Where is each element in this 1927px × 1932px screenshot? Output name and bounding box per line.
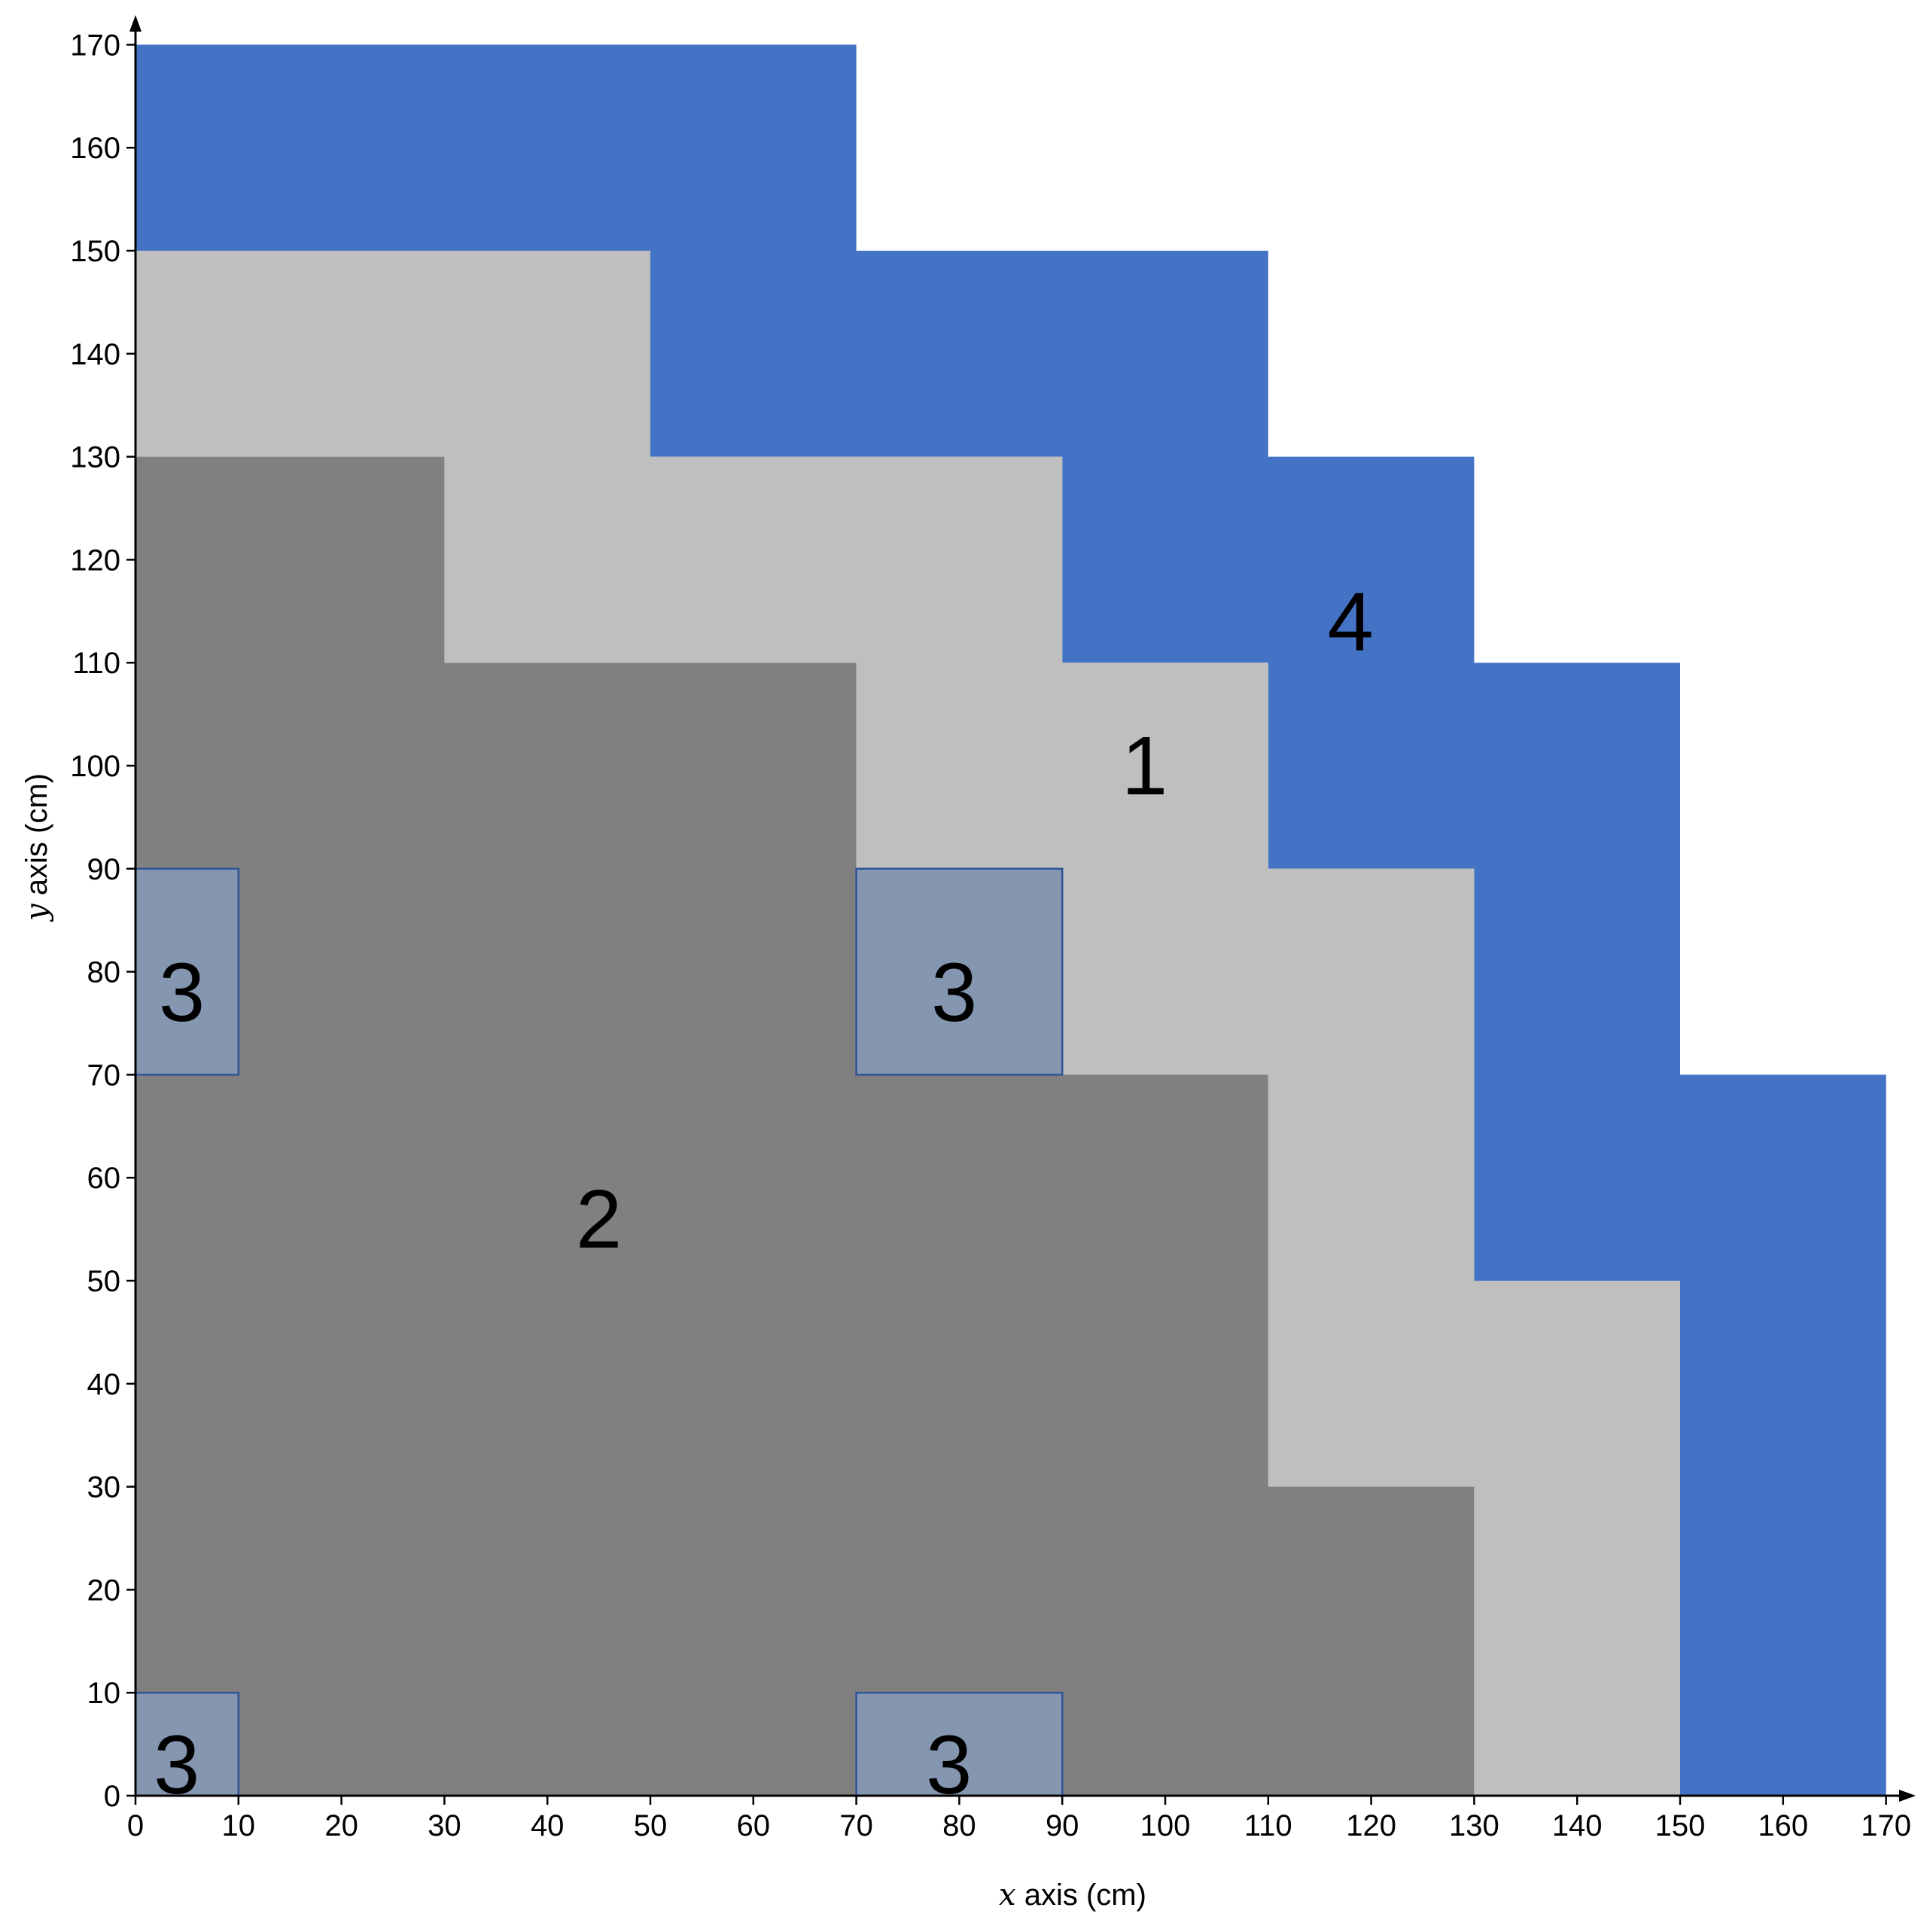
x-tick-label: 90: [1046, 1809, 1079, 1842]
region-1-area: [135, 251, 1680, 1796]
y-tick-label: 100: [70, 750, 120, 783]
region-4-area: [135, 44, 1886, 1796]
x-tick-label: 20: [324, 1809, 358, 1842]
x-tick-label: 110: [1244, 1809, 1292, 1842]
region-3-label-4: 3: [926, 1719, 972, 1812]
region-4-label: 4: [1328, 575, 1374, 668]
y-tick-label: 60: [87, 1162, 121, 1195]
x-tick-label: 80: [942, 1809, 976, 1842]
regions-layer: [134, 44, 1886, 1797]
region-2-area: [135, 456, 1475, 1796]
y-tick-label: 0: [104, 1780, 120, 1813]
x-tick-label: 50: [634, 1809, 668, 1842]
y-tick-label: 170: [70, 29, 120, 62]
x-axis-arrow: [1899, 1790, 1916, 1802]
region-1-label: 1: [1122, 720, 1167, 812]
x-tick-label: 70: [839, 1809, 873, 1842]
y-tick-label: 10: [87, 1677, 121, 1710]
region-3-box-4: [855, 1691, 1064, 1797]
region-3-label-1: 3: [159, 946, 205, 1039]
x-tick-label: 60: [737, 1809, 771, 1842]
y-tick-label: 50: [87, 1265, 121, 1298]
y-tick-label: 20: [87, 1574, 121, 1607]
y-axis-title: y axis (cm): [20, 773, 54, 922]
axes-layer: 0 10 20 30 40 50 60 70 80 90 100 110 120 130 140 150 160…: [70, 15, 1916, 1842]
region-2-label: 2: [576, 1173, 622, 1266]
x-tick-label: 170: [1861, 1809, 1911, 1842]
y-tick-label: 70: [87, 1059, 121, 1092]
y-tick-label: 110: [72, 647, 120, 680]
x-tick-label: 160: [1758, 1809, 1808, 1842]
region-3-label-3: 3: [154, 1719, 199, 1812]
x-tick-label: 130: [1449, 1809, 1499, 1842]
y-tick-label: 150: [70, 235, 120, 268]
region-3-box-3: [134, 1691, 240, 1797]
x-axis-title: x axis (cm): [999, 1878, 1146, 1912]
x-tick-label: 140: [1552, 1809, 1603, 1842]
x-tick-label: 40: [531, 1809, 565, 1842]
region-3-box-2: [855, 867, 1064, 1076]
x-tick-label: 0: [127, 1809, 144, 1842]
x-tick-label: 30: [428, 1809, 461, 1842]
y-tick-label: 80: [87, 956, 121, 989]
y-tick-label: 30: [87, 1471, 121, 1504]
x-tick-label: 10: [222, 1809, 256, 1842]
y-tick-label: 160: [70, 132, 120, 165]
y-tick-label: 140: [70, 338, 120, 371]
y-tick-label: 40: [87, 1368, 121, 1401]
y-tick-label: 130: [70, 441, 120, 474]
y-axis-arrow: [129, 15, 142, 32]
y-tick-label: 120: [70, 544, 120, 577]
x-tick-label: 120: [1346, 1809, 1396, 1842]
region-3-label-2: 3: [931, 946, 977, 1039]
y-tick-label: 90: [87, 853, 121, 886]
region-labels-layer: 4 1 2 3 3 3 3: [154, 575, 1374, 1811]
x-tick-label: 150: [1655, 1809, 1706, 1842]
x-tick-label: 100: [1140, 1809, 1191, 1842]
